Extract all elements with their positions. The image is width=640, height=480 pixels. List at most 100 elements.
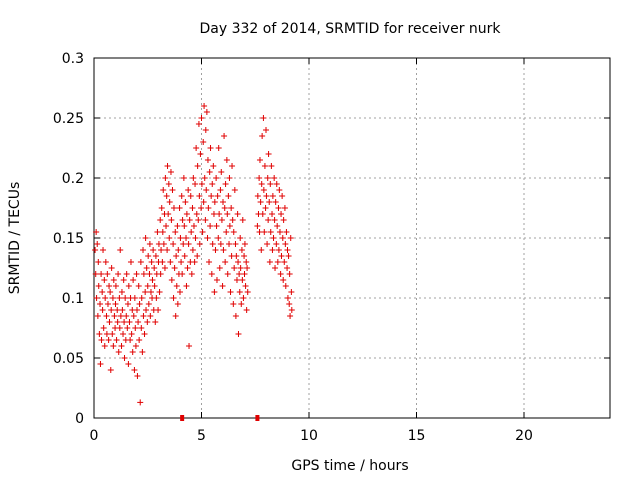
data-point bbox=[269, 211, 276, 217]
data-point bbox=[271, 175, 278, 181]
x-tick-label: 0 bbox=[90, 428, 99, 444]
data-point bbox=[244, 289, 251, 295]
data-point bbox=[236, 271, 243, 277]
data-point bbox=[143, 265, 150, 271]
data-point bbox=[192, 181, 199, 187]
data-point bbox=[155, 307, 162, 313]
data-point bbox=[242, 283, 249, 289]
data-point bbox=[110, 343, 117, 349]
data-point bbox=[261, 163, 268, 169]
data-point bbox=[167, 259, 174, 265]
data-point bbox=[230, 229, 237, 235]
data-point bbox=[226, 175, 233, 181]
data-point bbox=[130, 313, 137, 319]
data-point bbox=[125, 361, 132, 367]
data-point bbox=[140, 271, 147, 277]
data-point bbox=[104, 301, 111, 307]
data-point bbox=[152, 253, 159, 259]
data-point bbox=[222, 259, 229, 265]
data-point bbox=[107, 367, 114, 373]
data-point bbox=[110, 277, 117, 283]
data-point bbox=[118, 289, 125, 295]
data-point bbox=[266, 259, 273, 265]
data-point bbox=[189, 205, 196, 211]
data-point bbox=[159, 229, 166, 235]
data-point bbox=[160, 187, 167, 193]
data-point bbox=[224, 271, 231, 277]
data-point bbox=[135, 283, 142, 289]
data-point bbox=[216, 211, 223, 217]
data-point bbox=[185, 241, 192, 247]
data-point bbox=[258, 247, 265, 253]
data-point bbox=[288, 307, 295, 313]
data-point bbox=[145, 253, 152, 259]
data-point bbox=[238, 301, 245, 307]
data-point bbox=[279, 235, 286, 241]
data-point bbox=[241, 241, 248, 247]
y-tick-label: 0 bbox=[75, 411, 84, 427]
data-point bbox=[176, 205, 183, 211]
data-point bbox=[203, 187, 210, 193]
data-point bbox=[235, 259, 242, 265]
data-point bbox=[123, 271, 130, 277]
data-point bbox=[136, 301, 143, 307]
data-point bbox=[267, 181, 274, 187]
data-point bbox=[208, 271, 215, 277]
data-point bbox=[92, 247, 99, 253]
data-point bbox=[217, 187, 224, 193]
data-point bbox=[100, 247, 107, 253]
data-point bbox=[135, 319, 142, 325]
data-point bbox=[146, 271, 153, 277]
data-point bbox=[183, 235, 190, 241]
data-point bbox=[235, 331, 242, 337]
data-point bbox=[129, 349, 136, 355]
data-point bbox=[240, 295, 247, 301]
data-point bbox=[96, 331, 103, 337]
data-point bbox=[254, 223, 261, 229]
data-point bbox=[256, 175, 263, 181]
data-point bbox=[266, 199, 273, 205]
data-point bbox=[128, 331, 135, 337]
data-point bbox=[206, 259, 213, 265]
data-point bbox=[207, 223, 214, 229]
data-point bbox=[118, 343, 125, 349]
data-point bbox=[142, 289, 149, 295]
data-point bbox=[100, 325, 107, 331]
data-point bbox=[279, 193, 286, 199]
data-point bbox=[202, 127, 209, 133]
data-point bbox=[107, 289, 114, 295]
data-point bbox=[209, 241, 216, 247]
data-point bbox=[234, 211, 241, 217]
data-point bbox=[284, 295, 291, 301]
data-point bbox=[178, 259, 185, 265]
data-point bbox=[213, 223, 220, 229]
data-point bbox=[286, 301, 293, 307]
data-point bbox=[259, 133, 266, 139]
data-point bbox=[280, 217, 287, 223]
data-point bbox=[172, 313, 179, 319]
data-point bbox=[114, 307, 121, 313]
data-point bbox=[185, 187, 192, 193]
data-point bbox=[197, 151, 204, 157]
data-point bbox=[198, 115, 205, 121]
data-point bbox=[167, 169, 174, 175]
data-point bbox=[204, 157, 211, 163]
data-point bbox=[94, 241, 101, 247]
data-point bbox=[126, 319, 133, 325]
data-point bbox=[221, 205, 228, 211]
data-point bbox=[138, 325, 145, 331]
data-point bbox=[181, 223, 188, 229]
data-point bbox=[92, 271, 99, 277]
y-tick-label: 0.05 bbox=[53, 351, 84, 367]
data-point bbox=[188, 271, 195, 277]
data-point bbox=[106, 283, 113, 289]
data-point bbox=[232, 241, 239, 247]
data-point bbox=[130, 277, 137, 283]
x-axis-label: GPS time / hours bbox=[291, 458, 408, 474]
data-point bbox=[275, 247, 282, 253]
data-point bbox=[178, 193, 185, 199]
data-point bbox=[269, 193, 276, 199]
data-point bbox=[121, 355, 128, 361]
data-point bbox=[191, 259, 198, 265]
